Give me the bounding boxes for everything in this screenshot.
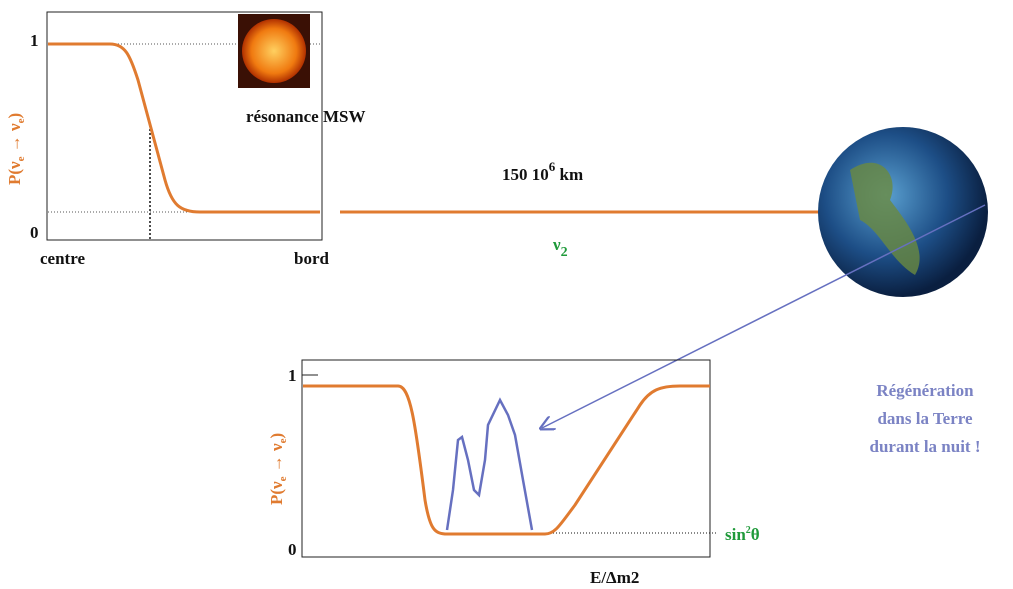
y-tick: 1 [288,366,297,385]
annotation: résonance MSW [246,107,365,126]
note: Régénération [876,381,974,400]
t: θ [751,525,760,544]
t: e [277,438,289,443]
y-tick: 1 [30,31,39,50]
survival-curve [303,384,710,536]
neutrino: ν2 [552,235,568,260]
y-label: P(νe → νe) [5,113,27,185]
t: e [277,476,289,481]
t: ) [267,433,286,439]
t: 2 [561,245,568,260]
t: 150 10 [502,165,549,184]
note: durant la nuit ! [870,437,981,456]
t: e [15,156,27,161]
y-label: P(νe → νe) [267,433,289,505]
t: P(ν [5,161,24,185]
t: sin [725,525,746,544]
t: → ν [267,443,286,477]
sun [242,19,306,83]
t: → ν [5,123,24,157]
bottom-plot-frame [301,359,711,558]
top-plot-frame [46,11,323,241]
t: P(ν [267,481,286,505]
x-label: centre [40,249,85,268]
regeneration-curve [445,397,534,531]
x-label: E/Δm2 [590,568,639,587]
survival-curve [48,42,320,214]
t: 6 [549,159,556,174]
t: 2 [746,525,751,536]
t: ) [5,113,24,119]
note: dans la Terre [877,409,973,428]
arrow [542,204,986,428]
t: km [555,165,583,184]
earth [818,127,988,297]
t: ν [552,235,561,254]
y-tick: 0 [288,540,297,559]
t: e [15,118,27,123]
distance: 150 106 km [502,159,583,184]
level-label: sin2θ [725,525,760,544]
x-label: bord [294,249,330,268]
y-tick: 0 [30,223,39,242]
